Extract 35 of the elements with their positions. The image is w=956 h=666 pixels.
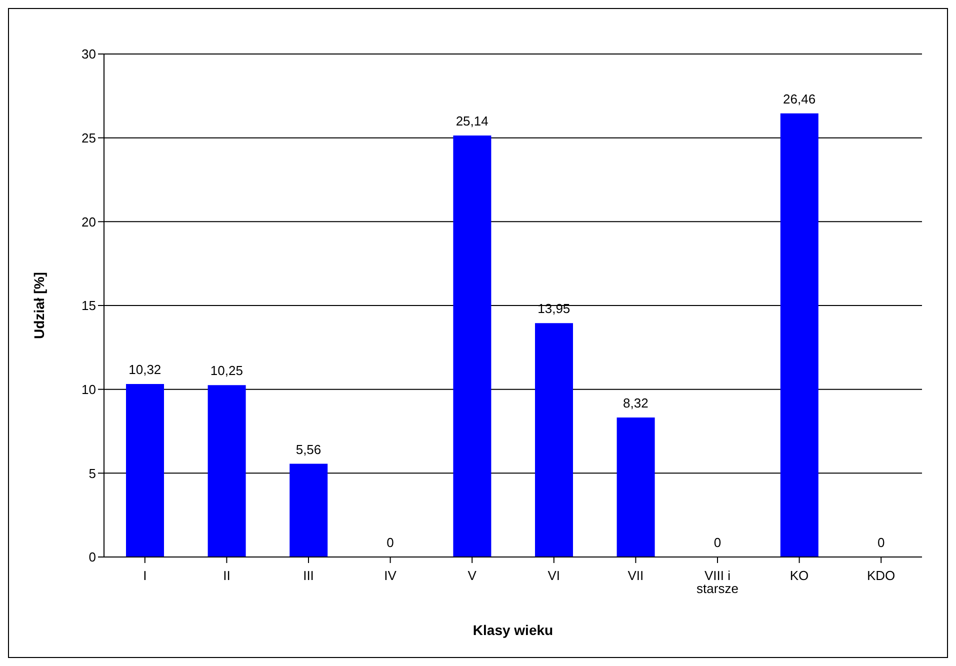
data-label: 25,14: [456, 113, 488, 128]
x-tick-label: III: [303, 568, 314, 584]
bar: [780, 113, 818, 557]
x-tick-label: IV: [384, 568, 397, 584]
data-label: 8,32: [623, 396, 648, 410]
y-tick-label: 10: [82, 382, 96, 397]
y-tick-label: 0: [88, 550, 96, 565]
bar: [616, 418, 655, 557]
x-tick-label: V: [468, 568, 477, 584]
data-label: 5,56: [296, 442, 322, 457]
bar: [208, 385, 246, 557]
x-tick-label: KO: [790, 568, 809, 584]
x-tick-label: VII: [628, 568, 644, 584]
x-tick-label: II: [223, 568, 230, 584]
y-tick-label: 25: [82, 130, 96, 146]
data-label: 26,46: [783, 91, 816, 106]
x-tick-label: I: [143, 568, 147, 584]
x-tick-label: VIII i starsze: [696, 568, 738, 596]
bar: [126, 384, 164, 557]
data-label: 0: [877, 535, 885, 550]
bar: [453, 135, 492, 557]
x-tick-label: KDO: [867, 568, 896, 584]
x-axis-title: Klasy wieku: [472, 622, 554, 638]
data-label: 0: [714, 535, 722, 550]
y-tick-label: 30: [82, 46, 96, 62]
data-label: 0: [386, 535, 394, 550]
y-tick-label: 15: [82, 298, 96, 314]
y-tick-label: 20: [82, 214, 96, 230]
bar: [290, 464, 328, 557]
data-label: 10,25: [210, 363, 243, 378]
x-tick-label: VI: [548, 568, 560, 584]
y-tick-label: 5: [88, 466, 96, 481]
bar: [535, 323, 573, 557]
y-axis-title: Udział [%]: [30, 272, 47, 339]
data-label: 10,32: [128, 362, 162, 377]
